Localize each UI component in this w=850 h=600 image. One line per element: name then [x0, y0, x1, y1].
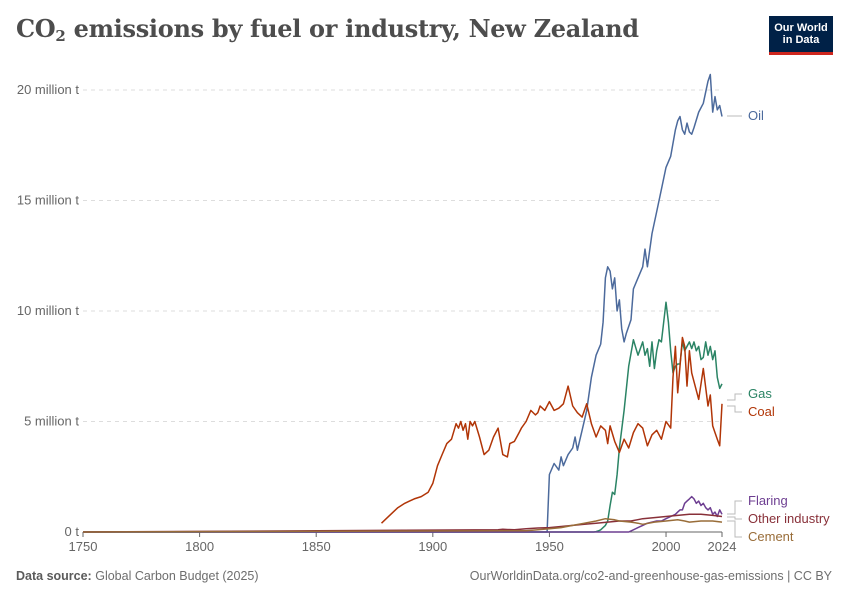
series-label-cement: Cement: [748, 529, 794, 544]
x-tick-label: 1750: [69, 539, 98, 554]
grid-lines: [83, 89, 722, 422]
logo-line-2: in Data: [782, 34, 820, 46]
y-tick-label: 5 million t: [24, 414, 79, 429]
attribution[interactable]: OurWorldinData.org/co2-and-greenhouse-ga…: [469, 569, 832, 583]
data-source-value[interactable]: Global Carbon Budget (2025): [95, 569, 259, 583]
series-labels: Oil Gas Coal Flaring Other industry Cement: [727, 108, 830, 544]
label-connector: [727, 520, 742, 538]
x-tick-label: 2024: [708, 539, 737, 554]
series-label-coal: Coal: [748, 404, 775, 419]
series-lines: [82, 73, 723, 533]
series-line-other-industry[interactable]: [82, 513, 723, 533]
label-connector: [727, 393, 742, 401]
series-label-gas: Gas: [748, 386, 772, 401]
series-line-coal[interactable]: [380, 336, 723, 524]
series-line-cement[interactable]: [82, 517, 723, 533]
title-text: CO: [16, 14, 56, 43]
y-tick-label: 0 t: [65, 524, 80, 539]
owid-logo[interactable]: Our World in Data: [769, 16, 833, 55]
x-tick-label: 1800: [185, 539, 214, 554]
title-subscript: 2: [55, 27, 66, 45]
title-rest: emissions by fuel or industry, New Zeala…: [65, 14, 639, 43]
x-tick-label: 1900: [418, 539, 447, 554]
y-tick-label: 15 million t: [17, 193, 80, 208]
label-connector: [727, 405, 742, 413]
x-tick-label: 2000: [652, 539, 681, 554]
y-tick-label: 20 million t: [17, 82, 80, 97]
logo-line-1: Our World: [774, 22, 828, 34]
label-connector: [727, 500, 742, 515]
series-label-flaring: Flaring: [748, 493, 788, 508]
x-tick-label: 1850: [302, 539, 331, 554]
series-line-gas[interactable]: [83, 301, 723, 533]
series-line-oil[interactable]: [83, 73, 723, 533]
series-label-oil: Oil: [748, 108, 764, 123]
label-connector: [727, 516, 742, 520]
x-tick-label: 1950: [535, 539, 564, 554]
series-line-flaring[interactable]: [83, 495, 723, 533]
series-label-other-industry: Other industry: [748, 511, 830, 526]
axes: 0 t 5 million t 10 million t 15 million t 20…: [17, 82, 737, 554]
chart-title: CO2 emissions by fuel or industry, New Z…: [16, 14, 639, 45]
y-tick-label: 10 million t: [17, 303, 80, 318]
data-source: Data source: Global Carbon Budget (2025): [16, 569, 259, 583]
data-source-label: Data source:: [16, 569, 92, 583]
